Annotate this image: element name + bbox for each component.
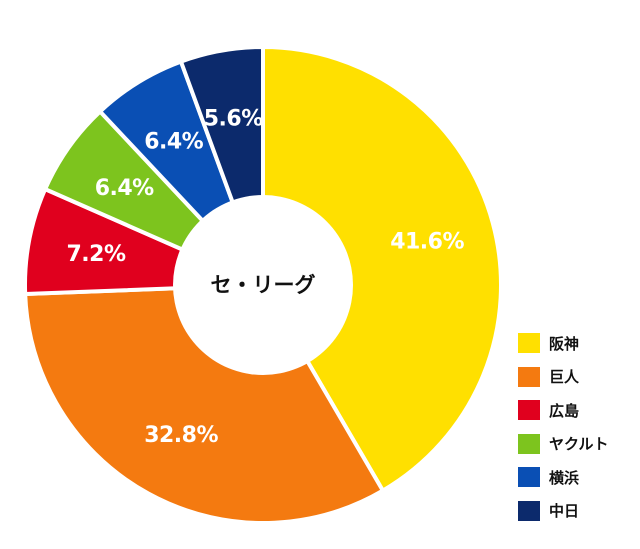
slice-label-4: 6.4%	[144, 129, 203, 154]
legend-swatch	[518, 366, 540, 387]
labels-group: 41.6%32.8%7.2%6.4%6.4%5.6%	[67, 107, 465, 448]
legend-label: 巨人	[549, 368, 580, 386]
slice-label-0: 41.6%	[390, 230, 464, 255]
slice-label-1: 32.8%	[144, 423, 218, 448]
legend-item-yakult: ヤクルト	[518, 433, 609, 454]
pie-slice-0	[261, 45, 503, 493]
legend-swatch	[518, 333, 540, 353]
legend-label: 横浜	[549, 468, 580, 487]
legend-item-hanshin: 阪神	[518, 333, 609, 353]
slice-label-5: 5.6%	[204, 107, 263, 132]
slices-group	[23, 45, 503, 525]
legend-swatch	[518, 400, 540, 420]
legend-swatch	[518, 500, 540, 521]
slice-label-2: 7.2%	[67, 242, 126, 267]
legend-swatch	[518, 467, 540, 487]
legend-item-kyojin: 巨人	[518, 366, 609, 387]
legend: 阪神 巨人 広島 ヤクルト 横浜 中日	[518, 333, 609, 534]
legend-item-chunichi: 中日	[518, 500, 609, 521]
center-label: セ・リーグ	[211, 273, 316, 297]
legend-label: 中日	[549, 502, 580, 520]
legend-item-yokohama: 横浜	[518, 467, 609, 487]
legend-label: 阪神	[549, 334, 580, 353]
legend-label: 広島	[549, 401, 580, 420]
slice-label-3: 6.4%	[95, 176, 154, 201]
legend-label: ヤクルト	[549, 435, 609, 453]
legend-swatch	[518, 433, 540, 454]
donut-hole	[173, 195, 353, 375]
legend-item-hiroshima: 広島	[518, 400, 609, 420]
